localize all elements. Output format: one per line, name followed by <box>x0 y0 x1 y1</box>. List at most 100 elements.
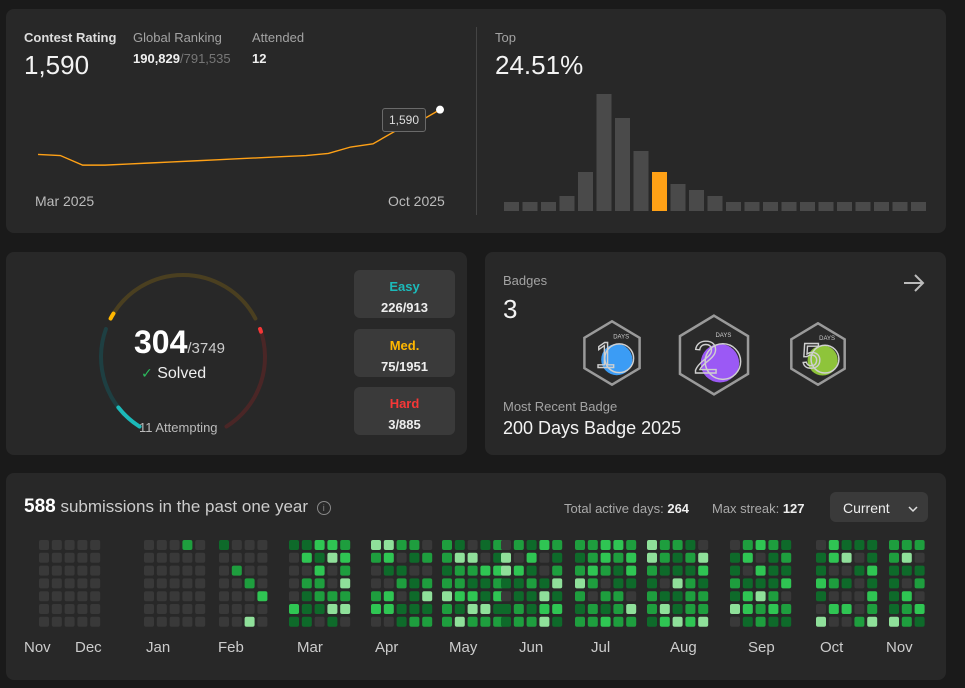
heatmap-cell <box>587 552 598 563</box>
histogram-bar <box>781 202 797 211</box>
rating-line <box>37 109 441 166</box>
month-label: Aug <box>670 639 697 656</box>
heatmap-cell <box>77 540 88 550</box>
easy-stat[interactable]: Easy 226/913 <box>354 270 455 318</box>
heatmap-cell <box>314 591 325 602</box>
heatmap-cell <box>816 604 826 614</box>
heatmap-cell <box>613 604 624 614</box>
heatmap-cell <box>552 604 563 614</box>
rating-chart[interactable] <box>26 99 456 189</box>
badge-ring <box>810 344 840 374</box>
heatmap-cell <box>289 540 299 550</box>
heatmap-cell <box>647 591 657 602</box>
heatmap-cell <box>768 552 779 563</box>
heatmap-cell <box>195 552 206 563</box>
solved-label: Solved <box>157 365 207 382</box>
hard-stat[interactable]: Hard 3/885 <box>354 387 455 435</box>
heatmap-cell <box>289 616 299 627</box>
heatmap-cell <box>552 616 563 627</box>
heatmap-cell <box>493 565 504 576</box>
heatmap-cell <box>219 578 229 589</box>
heatmap-cell <box>257 591 268 602</box>
arrow-right-icon[interactable] <box>901 270 927 296</box>
heatmap-cell <box>51 604 62 614</box>
heatmap-cell <box>901 616 912 627</box>
heatmap-cell <box>672 540 683 550</box>
heatmap-cell <box>422 552 433 563</box>
heatmap-cell <box>626 616 637 627</box>
heatmap-cell <box>64 565 75 576</box>
heatmap-cell <box>442 616 452 627</box>
heatmap-cell <box>672 565 683 576</box>
heatmap-cell <box>257 604 268 614</box>
heatmap-cell <box>480 565 491 576</box>
heatmap-cell <box>467 616 478 627</box>
badge-digit: 1 <box>595 335 615 376</box>
heatmap-cell <box>730 616 740 627</box>
heatmap-cell <box>51 540 62 550</box>
heatmap-cell <box>755 540 766 550</box>
heatmap-cell <box>575 552 585 563</box>
info-icon[interactable]: i <box>316 501 331 515</box>
medium-value: 75/1951 <box>381 359 428 374</box>
badge-ring <box>704 343 742 381</box>
heatmap-cell <box>480 552 491 563</box>
rating-x-start: Mar 2025 <box>35 193 95 209</box>
global-ranking-value: 190,829/791,535 <box>133 51 231 66</box>
solved-card: 304/3749 ✓ Solved 11 Attempting Easy 226/… <box>6 252 467 455</box>
divider <box>476 27 477 215</box>
heatmap-cell <box>64 604 75 614</box>
heatmap-cell <box>742 604 753 614</box>
heatmap-cell <box>552 578 563 589</box>
heatmap-cell <box>867 552 878 563</box>
heatmap-cell <box>442 540 452 550</box>
heatmap-cell <box>613 591 624 602</box>
heatmap-cell <box>914 552 925 563</box>
heatmap-cell <box>39 578 49 589</box>
global-ranking-label: Global Ranking <box>133 30 222 45</box>
heatmap-cell <box>672 552 683 563</box>
heatmap-cell <box>467 578 478 589</box>
heatmap-cell <box>730 591 740 602</box>
medium-stat[interactable]: Med. 75/1951 <box>354 329 455 377</box>
heatmap-cell <box>289 578 299 589</box>
month-label: Nov <box>886 639 913 656</box>
heatmap-cell <box>526 552 537 563</box>
heatmap-cell <box>552 591 563 602</box>
top-histogram[interactable] <box>498 79 928 211</box>
heatmap-cell <box>781 578 792 589</box>
medium-arc-progress <box>108 311 116 321</box>
heatmap-cell <box>219 540 229 550</box>
heatmap-cell <box>182 578 193 589</box>
heatmap-cell <box>768 604 779 614</box>
heatmap-cell <box>914 616 925 627</box>
heatmap-cell <box>889 591 899 602</box>
heatmap-cell <box>613 540 624 550</box>
histogram-bar <box>726 202 741 211</box>
heatmap-cell <box>698 578 709 589</box>
year-selector[interactable]: Current <box>830 492 928 522</box>
heatmap-cell <box>552 565 563 576</box>
histogram-bar <box>707 196 723 211</box>
heatmap-cell <box>742 591 753 602</box>
heatmap-cell <box>841 552 852 563</box>
heatmap-cell <box>742 565 753 576</box>
heatmap-cell <box>289 552 299 563</box>
heatmap-cell <box>422 591 433 602</box>
heatmap-cell <box>647 565 657 576</box>
submission-heatmap[interactable] <box>24 538 934 632</box>
heatmap-cell <box>77 591 88 602</box>
heatmap-cell <box>672 616 683 627</box>
heatmap-cell <box>257 565 268 576</box>
histogram-bar <box>800 202 815 211</box>
submissions-label: submissions in the past one year <box>60 497 309 516</box>
chevron-down-icon <box>908 501 918 513</box>
heatmap-cell <box>626 552 637 563</box>
heatmap-cell <box>244 578 255 589</box>
histogram-bar <box>633 151 649 211</box>
heatmap-cell <box>493 604 504 614</box>
heatmap-cell <box>467 552 478 563</box>
